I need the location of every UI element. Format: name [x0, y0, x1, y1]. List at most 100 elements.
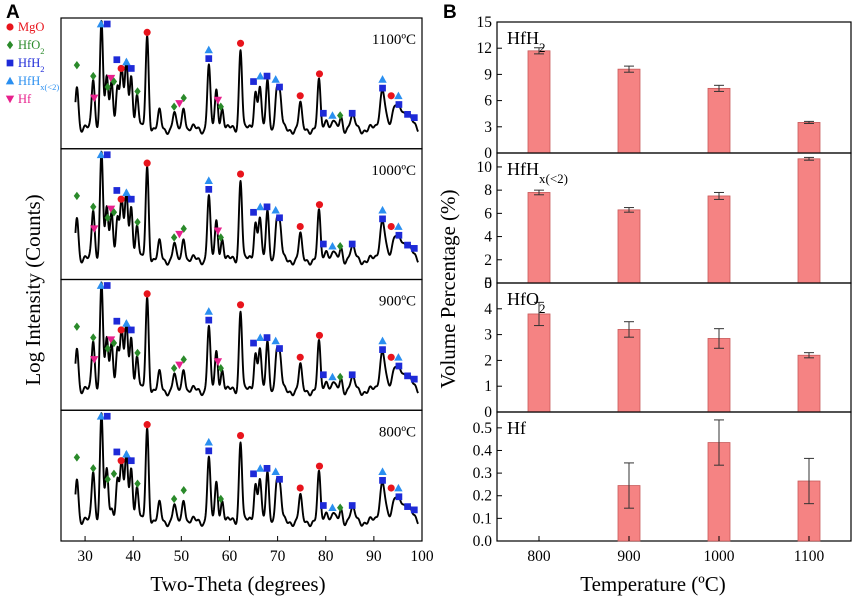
x-tick-label: 100	[410, 548, 434, 565]
hfh2-marker	[263, 72, 271, 80]
x-tick-label: 1000	[704, 548, 735, 565]
hfh2-marker	[276, 83, 283, 91]
hfo2-marker	[170, 494, 178, 504]
hfh2-marker	[379, 84, 386, 92]
hfh2-marker	[395, 101, 403, 108]
hfhx-marker	[378, 336, 387, 345]
y-tick-label: 2	[484, 352, 492, 369]
hfhx-marker	[394, 483, 403, 492]
bar-y-axis-title: Volume Percentage (%)	[436, 189, 460, 388]
hfhx-marker	[96, 19, 106, 28]
mgo-marker	[315, 201, 324, 209]
pattern-line	[74, 281, 419, 397]
pattern-frame	[60, 409, 423, 542]
y-tick-label: 4	[484, 229, 492, 246]
bar	[707, 87, 731, 154]
y-tick-label: 6	[484, 93, 492, 110]
xrd-pattern-frames	[60, 17, 423, 542]
temperature-label: 900ºC	[379, 294, 416, 310]
hf-marker	[90, 94, 99, 103]
hfhx-marker	[256, 464, 265, 472]
hfo2-marker	[104, 213, 111, 222]
hfh2-marker	[348, 502, 356, 509]
bar-panel: 0 3 6 9 12 15 HfH2	[477, 14, 852, 162]
bar-panel: 0.0 0.1 0.2 0.3 0.4 0.5 Hf	[473, 411, 852, 550]
hfhx-marker	[122, 449, 131, 458]
x-tick-label: 900	[617, 548, 641, 565]
y-tick-label: 0.0	[473, 533, 493, 550]
mgo-marker	[315, 462, 324, 470]
hfh2-marker	[395, 493, 403, 501]
y-tick-label: 9	[484, 66, 492, 83]
hfhx-marker	[204, 176, 213, 184]
hf-marker	[90, 356, 99, 364]
hfo2-marker	[217, 494, 224, 504]
hfh2-marker	[263, 203, 271, 211]
hfhx-marker	[328, 503, 337, 512]
hfo2-marker	[73, 60, 81, 70]
hfo2-marker	[337, 503, 344, 512]
hfh2-marker	[319, 502, 327, 509]
hfo2-marker	[170, 233, 178, 242]
hfo2-marker	[180, 224, 187, 233]
hfhx-marker	[394, 91, 403, 100]
bar	[527, 313, 551, 413]
bar	[797, 354, 821, 413]
hfo2-marker	[104, 475, 111, 484]
mgo-marker	[236, 431, 245, 440]
hfo2-marker	[217, 102, 224, 111]
hfh2-marker	[395, 231, 403, 239]
hfo2-marker	[170, 364, 178, 373]
mgo-marker	[117, 64, 125, 73]
hfhx-marker	[271, 75, 280, 83]
hfo2-marker	[90, 202, 97, 212]
hfhx-marker	[394, 222, 403, 230]
xrd-temperature-labels: 1100ºC 1000ºC 900ºC 800ºC	[371, 32, 416, 440]
hfh2-marker	[103, 20, 111, 28]
mgo-marker	[387, 353, 395, 361]
bar	[617, 68, 641, 154]
pattern-line	[74, 19, 419, 135]
y-tick-label: 0	[484, 145, 492, 162]
bar	[707, 195, 731, 284]
hf-legend-marker	[5, 95, 15, 104]
hfo2-marker	[337, 372, 344, 382]
hf-marker	[175, 361, 184, 370]
mgo-marker	[236, 170, 245, 178]
xrd-chart: 1100ºC 1000ºC 900ºC 800ºC MgO HfO2HfH2HfHx(<…	[5, 17, 434, 596]
y-tick-label: 0	[484, 404, 492, 421]
hfo2-marker	[217, 364, 224, 373]
hfh2-marker	[276, 214, 283, 222]
hfhx-legend-marker	[5, 76, 15, 85]
x-tick-label: 50	[174, 548, 190, 565]
hfh2-marker	[103, 282, 111, 289]
y-tick-label: 0.2	[473, 488, 492, 505]
hfo2-marker	[134, 348, 141, 358]
hfhx-marker	[328, 372, 337, 381]
bar	[617, 209, 641, 284]
hfhx-marker	[271, 205, 280, 214]
mgo-marker	[315, 70, 324, 78]
hfo2-marker	[73, 453, 81, 462]
x-tick-label: 30	[77, 548, 93, 565]
hfh2-marker	[410, 375, 418, 383]
y-tick-label: 0	[484, 275, 492, 292]
hfh2-marker	[205, 185, 213, 193]
hfh2-marker	[319, 240, 327, 248]
hfh2-marker	[348, 109, 356, 117]
hf-marker	[213, 358, 223, 366]
hfh2-marker	[276, 475, 283, 483]
hfh2-marker	[113, 448, 121, 456]
mgo-marker	[387, 484, 395, 492]
hfh2-marker	[395, 362, 403, 370]
hfh2-marker	[410, 114, 418, 121]
mgo-marker	[296, 353, 304, 361]
hfhx-marker	[378, 205, 387, 214]
hfh2-marker	[379, 215, 386, 223]
y-tick-label: 0.3	[473, 465, 493, 482]
bar	[527, 50, 551, 154]
pattern-line	[74, 412, 419, 528]
hf-marker	[106, 205, 116, 214]
